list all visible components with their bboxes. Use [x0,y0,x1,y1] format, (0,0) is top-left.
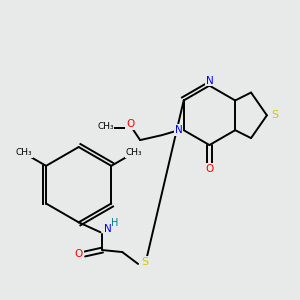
Text: CH₃: CH₃ [97,122,114,131]
Text: H: H [111,218,119,228]
Text: S: S [271,110,278,120]
Text: O: O [205,164,214,174]
Text: N: N [104,224,112,234]
Text: S: S [141,257,148,267]
Text: N: N [175,125,183,135]
Text: O: O [74,249,83,259]
Text: O: O [126,119,134,129]
Text: CH₃: CH₃ [125,148,142,158]
Text: CH₃: CH₃ [15,148,32,158]
Text: N: N [206,76,213,85]
